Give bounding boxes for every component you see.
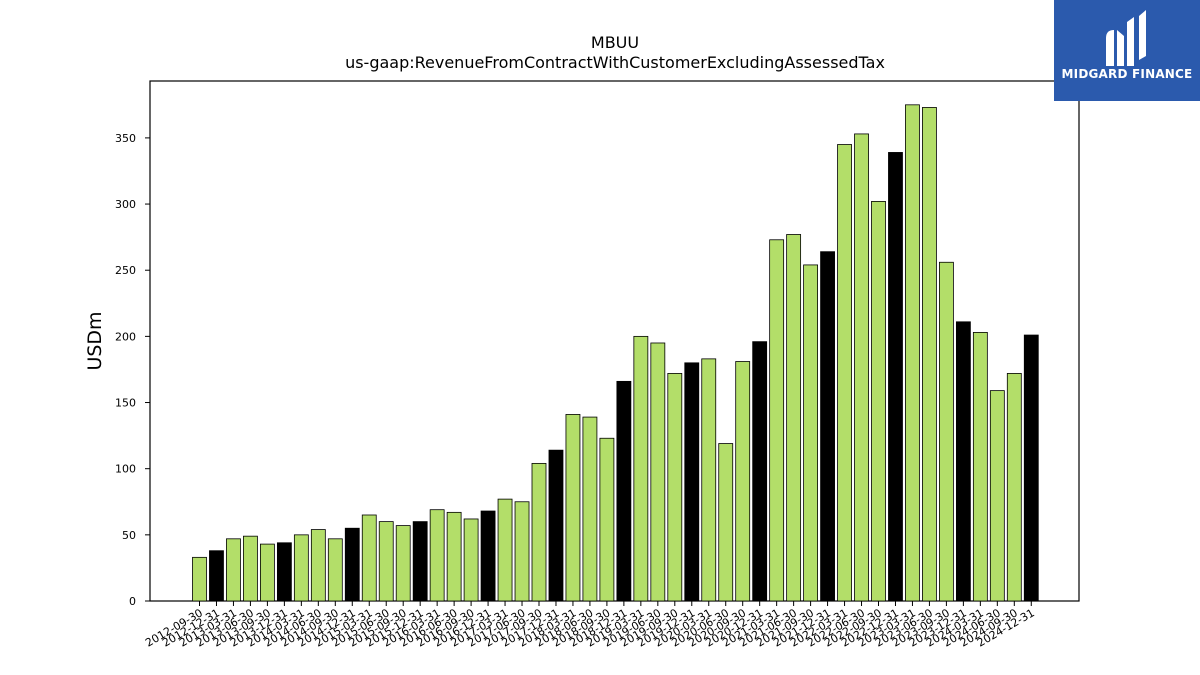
bar-2024-03-31 xyxy=(972,331,988,602)
x-axis: 2012-09-302012-12-312013-03-312013-06-30… xyxy=(143,601,1037,650)
bar-2015-12-31 xyxy=(412,521,428,602)
bar-2023-06-30 xyxy=(922,107,937,602)
bar-2019-12-31 xyxy=(684,362,700,602)
chart-title: MBUU xyxy=(591,33,639,52)
bar-2013-06-30 xyxy=(243,535,258,602)
y-tick-label: 350 xyxy=(115,132,136,145)
bar-2013-12-31 xyxy=(276,542,292,602)
bar-2019-06-30 xyxy=(650,342,666,602)
bar-2015-09-30 xyxy=(395,525,411,602)
bar-2015-03-31 xyxy=(361,514,377,602)
bar-2014-03-31 xyxy=(293,534,309,602)
bar-2024-12-31 xyxy=(1023,334,1039,602)
bar-2022-12-31 xyxy=(888,152,903,602)
bar-2018-03-31 xyxy=(565,414,581,602)
bar-2024-06-30 xyxy=(989,390,1005,602)
bar-2022-09-30 xyxy=(871,201,886,602)
logo-text: MIDGARD FINANCE xyxy=(1061,67,1193,81)
y-tick-label: 150 xyxy=(115,397,136,410)
bar-2019-03-31 xyxy=(633,335,649,602)
bar-2013-03-31 xyxy=(226,538,241,602)
bar-2017-09-30 xyxy=(531,462,547,602)
bar-2020-09-30 xyxy=(735,361,751,602)
y-tick-label: 50 xyxy=(122,529,136,542)
bar-2017-12-31 xyxy=(548,449,564,602)
bar-2013-09-30 xyxy=(259,543,275,602)
bar-2021-06-30 xyxy=(786,234,802,602)
bar-2014-09-30 xyxy=(327,538,343,602)
y-tick-label: 250 xyxy=(115,264,136,277)
bar-2016-09-30 xyxy=(463,518,479,602)
y-tick-label: 0 xyxy=(129,595,136,608)
bar-2016-03-31 xyxy=(429,509,445,602)
bar-2018-06-30 xyxy=(582,416,598,602)
bar-2023-09-30 xyxy=(939,261,954,602)
bars-group xyxy=(192,104,1039,602)
bar-2016-12-31 xyxy=(480,510,496,602)
y-axis: 0 50 100 150 200 250 300 350 xyxy=(115,132,150,608)
bar-2018-09-30 xyxy=(599,437,615,602)
chart-subtitle: us-gaap:RevenueFromContractWithCustomerE… xyxy=(345,53,885,72)
bar-2021-12-31 xyxy=(820,251,835,602)
midgard-finance-logo: MIDGARD FINANCE xyxy=(1054,0,1200,101)
bar-2022-06-30 xyxy=(854,133,869,602)
bar-2023-03-31 xyxy=(905,104,920,602)
bar-2012-09-30 xyxy=(192,556,207,602)
bar-2014-06-30 xyxy=(310,529,326,602)
bar-2021-03-31 xyxy=(769,239,785,602)
bar-2017-03-31 xyxy=(497,498,513,602)
bar-2023-12-31 xyxy=(955,321,971,602)
bar-2022-03-31 xyxy=(837,144,852,602)
bar-2014-12-31 xyxy=(344,527,360,602)
y-axis-label: USDm xyxy=(84,311,106,370)
bar-2020-06-30 xyxy=(718,443,734,602)
bar-2020-03-31 xyxy=(701,358,717,602)
midgard-logo-icon xyxy=(1106,10,1146,66)
bar-2016-06-30 xyxy=(446,511,462,602)
bar-2020-12-31 xyxy=(752,341,768,602)
y-tick-label: 300 xyxy=(115,198,136,211)
plot-frame xyxy=(149,80,1080,602)
bar-2021-09-30 xyxy=(803,264,818,602)
bar-2019-09-30 xyxy=(667,373,683,602)
y-tick-label: 200 xyxy=(115,330,136,343)
bar-2017-06-30 xyxy=(514,501,530,602)
bar-2024-09-30 xyxy=(1006,373,1022,602)
bar-2015-06-30 xyxy=(378,521,394,602)
bar-2012-12-31 xyxy=(209,550,224,602)
y-tick-label: 100 xyxy=(115,463,136,476)
bar-2018-12-31 xyxy=(616,380,632,602)
